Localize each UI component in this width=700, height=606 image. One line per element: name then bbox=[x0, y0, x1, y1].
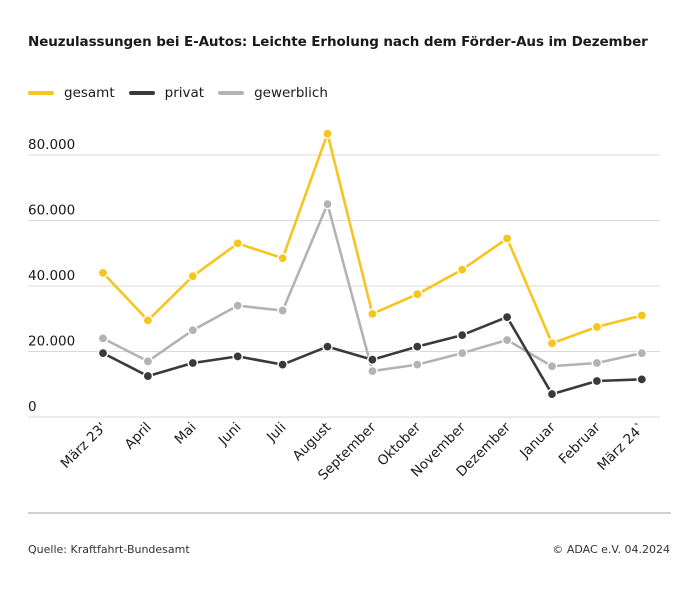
x-tick-label: März 23' bbox=[58, 420, 110, 472]
data-point-gesamt bbox=[277, 252, 288, 264]
data-point-gewerblich bbox=[367, 365, 378, 377]
legend-swatch-gesamt bbox=[28, 91, 54, 95]
x-tick-label: August bbox=[290, 420, 335, 465]
data-point-privat bbox=[367, 354, 378, 365]
x-tick-label: Januar bbox=[516, 419, 559, 462]
chart-legend: gesamt privat gewerblich bbox=[28, 85, 342, 101]
data-point-gewerblich bbox=[591, 357, 603, 369]
legend-swatch-privat bbox=[128, 91, 155, 95]
data-point-gewerblich bbox=[636, 347, 648, 359]
data-point-gesamt bbox=[546, 338, 558, 349]
data-point-gesamt bbox=[636, 310, 648, 321]
data-point-gewerblich bbox=[232, 300, 243, 311]
x-tick-label: Mai bbox=[172, 420, 200, 448]
copyright-note: © ADAC e.V. 04.2024 bbox=[552, 543, 670, 556]
footer-divider bbox=[28, 512, 671, 514]
data-point-gesamt bbox=[232, 238, 243, 249]
data-point-privat bbox=[277, 359, 288, 370]
x-tick-label: April bbox=[122, 420, 155, 453]
y-tick-label: 80.000 bbox=[28, 137, 75, 153]
data-point-privat bbox=[591, 375, 603, 387]
data-point-gewerblich bbox=[277, 305, 288, 316]
data-point-privat bbox=[546, 388, 558, 400]
data-point-gesamt bbox=[367, 308, 378, 320]
data-point-gesamt bbox=[456, 264, 468, 275]
data-point-gewerblich bbox=[97, 333, 109, 344]
data-point-privat bbox=[456, 329, 468, 341]
data-point-gesamt bbox=[322, 128, 333, 140]
y-tick-label: 40.000 bbox=[28, 268, 75, 284]
data-point-gewerblich bbox=[142, 356, 154, 367]
legend-item-gewerblich: gewerblich bbox=[218, 85, 328, 101]
y-tick-label: 60.000 bbox=[28, 203, 75, 219]
data-point-gesamt bbox=[187, 270, 199, 282]
x-tick-label: Juni bbox=[215, 420, 245, 450]
data-point-privat bbox=[232, 351, 243, 362]
data-point-gesamt bbox=[501, 233, 513, 244]
data-point-gesamt bbox=[591, 321, 603, 333]
x-tick-label: März 24` bbox=[594, 420, 648, 474]
data-point-gesamt bbox=[142, 315, 154, 326]
chart-title: Neuzulassungen bei E-Autos: Leichte Erho… bbox=[28, 34, 648, 50]
source-note: Quelle: Kraftfahrt-Bundesamt bbox=[28, 543, 190, 556]
y-tick-label: 20.000 bbox=[28, 334, 75, 350]
data-point-privat bbox=[501, 311, 513, 323]
data-point-privat bbox=[411, 341, 423, 352]
data-point-gewerblich bbox=[456, 347, 468, 359]
data-point-privat bbox=[142, 370, 154, 382]
data-point-gewerblich bbox=[546, 360, 558, 372]
legend-label-privat: privat bbox=[164, 85, 205, 101]
data-point-gewerblich bbox=[322, 198, 333, 210]
legend-item-gesamt: gesamt bbox=[28, 85, 115, 101]
data-point-gewerblich bbox=[187, 324, 199, 336]
data-point-privat bbox=[322, 341, 333, 352]
data-point-privat bbox=[636, 374, 648, 385]
series-line-gewerblich bbox=[101, 202, 644, 373]
x-tick-label: Juli bbox=[263, 420, 289, 446]
legend-swatch-gewerblich bbox=[218, 91, 245, 95]
data-point-gewerblich bbox=[501, 334, 513, 346]
data-point-gewerblich bbox=[411, 359, 423, 370]
legend-label-gewerblich: gewerblich bbox=[254, 85, 328, 101]
data-point-gesamt bbox=[97, 267, 109, 279]
legend-item-privat: privat bbox=[128, 85, 205, 101]
data-point-privat bbox=[97, 347, 109, 359]
legend-label-gesamt: gesamt bbox=[64, 85, 115, 101]
line-chart: 0 20.000 40.000 60.000 80.000 März 23' April Ma… bbox=[28, 128, 660, 484]
data-point-privat bbox=[187, 357, 199, 369]
y-tick-label: 0 bbox=[28, 399, 37, 415]
data-point-gesamt bbox=[411, 288, 423, 300]
